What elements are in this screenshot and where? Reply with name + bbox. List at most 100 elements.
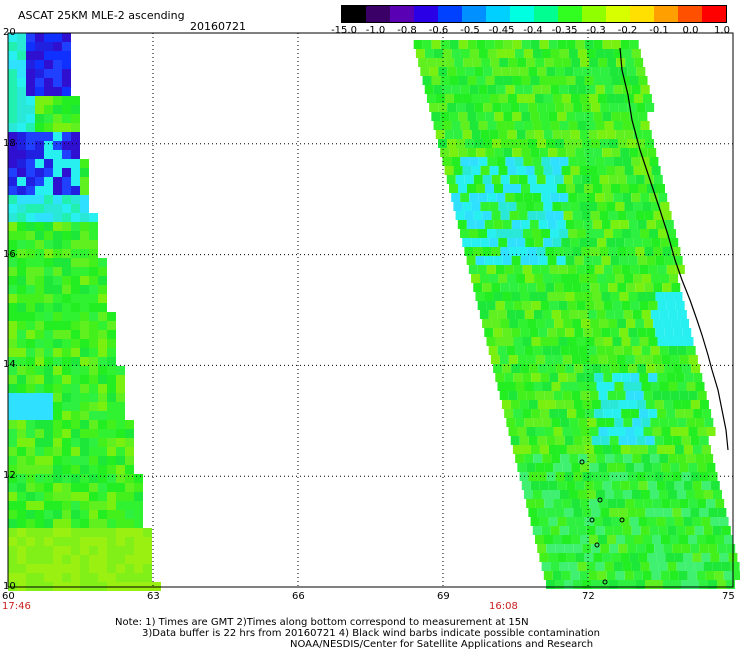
data-cell: [8, 465, 17, 474]
data-cell: [8, 519, 17, 528]
data-cell: [53, 573, 62, 582]
data-cell: [8, 78, 17, 87]
data-cell: [482, 175, 492, 184]
lon-tick-label: 75: [722, 591, 735, 602]
data-cell: [134, 474, 143, 483]
data-cell: [550, 49, 560, 58]
data-cell: [80, 159, 89, 168]
data-cell: [512, 40, 522, 49]
data-cell: [62, 69, 71, 78]
data-cell: [35, 357, 44, 366]
data-cell: [539, 481, 549, 490]
data-cell: [35, 465, 44, 474]
data-cell: [566, 445, 576, 454]
data-cell: [576, 301, 586, 310]
data-cell: [71, 222, 80, 231]
data-cell: [62, 429, 71, 438]
data-cell: [536, 211, 546, 220]
data-cell: [514, 85, 524, 94]
data-cell: [44, 384, 53, 393]
data-cell: [506, 382, 516, 391]
data-cell: [712, 490, 722, 499]
data-cell: [581, 139, 591, 148]
data-cell: [566, 148, 576, 157]
lat-tick-label: 20: [3, 27, 16, 38]
data-cell: [504, 337, 514, 346]
data-cell: [579, 571, 589, 580]
data-cell: [62, 105, 71, 114]
data-cell: [53, 276, 62, 285]
data-cell: [26, 150, 35, 159]
data-cell: [429, 103, 439, 112]
data-cell: [572, 139, 582, 148]
data-cell: [475, 184, 485, 193]
data-cell: [17, 168, 26, 177]
data-cell: [514, 49, 524, 58]
data-cell: [44, 312, 53, 321]
data-cell: [44, 267, 53, 276]
data-cell: [8, 96, 17, 105]
data-cell: [553, 391, 563, 400]
data-cell: [647, 517, 657, 526]
data-cell: [699, 544, 709, 553]
data-cell: [674, 553, 684, 562]
data-cell: [35, 213, 44, 222]
data-cell: [643, 391, 653, 400]
data-cell: [431, 40, 441, 49]
data-cell: [89, 483, 98, 492]
data-cell: [637, 220, 647, 229]
data-cell: [623, 418, 633, 427]
data-cell: [53, 96, 62, 105]
data-cell: [17, 42, 26, 51]
data-cell: [500, 139, 510, 148]
data-cell: [531, 373, 541, 382]
data-cell: [623, 454, 633, 463]
data-cell: [116, 393, 125, 402]
data-cell: [655, 364, 665, 373]
data-cell: [534, 130, 544, 139]
data-cell: [609, 400, 619, 409]
data-cell: [642, 238, 652, 247]
data-cell: [528, 400, 538, 409]
data-cell: [17, 465, 26, 474]
data-cell: [125, 546, 134, 555]
data-cell: [561, 571, 571, 580]
data-cell: [575, 76, 585, 85]
data-cell: [116, 537, 125, 546]
data-cell: [448, 184, 458, 193]
data-cell: [516, 238, 526, 247]
data-cell: [653, 283, 663, 292]
data-cell: [486, 337, 496, 346]
data-cell: [593, 76, 603, 85]
data-cell: [701, 481, 711, 490]
data-cell: [53, 402, 62, 411]
data-cell: [445, 58, 455, 67]
data-cell: [98, 456, 107, 465]
data-cell: [502, 220, 512, 229]
data-cell: [532, 526, 542, 535]
data-cell: [549, 301, 559, 310]
data-cell: [44, 501, 53, 510]
data-cell: [630, 373, 640, 382]
data-cell: [89, 285, 98, 294]
data-cell: [614, 418, 624, 427]
data-cell: [525, 202, 535, 211]
data-cell: [484, 220, 494, 229]
data-cell: [507, 166, 517, 175]
data-cell: [604, 49, 614, 58]
data-cell: [71, 150, 80, 159]
colorbar-label: -0.1: [649, 25, 669, 36]
data-cell: [574, 292, 584, 301]
data-cell: [640, 490, 650, 499]
data-cell: [584, 481, 594, 490]
data-cell: [489, 238, 499, 247]
data-cell: [62, 366, 71, 375]
data-cell: [511, 220, 521, 229]
data-cell: [514, 121, 524, 130]
data-cell: [17, 204, 26, 213]
data-cell: [561, 535, 571, 544]
data-cell: [98, 357, 107, 366]
data-cell: [545, 247, 555, 256]
data-cell: [538, 292, 548, 301]
data-cell: [555, 436, 565, 445]
